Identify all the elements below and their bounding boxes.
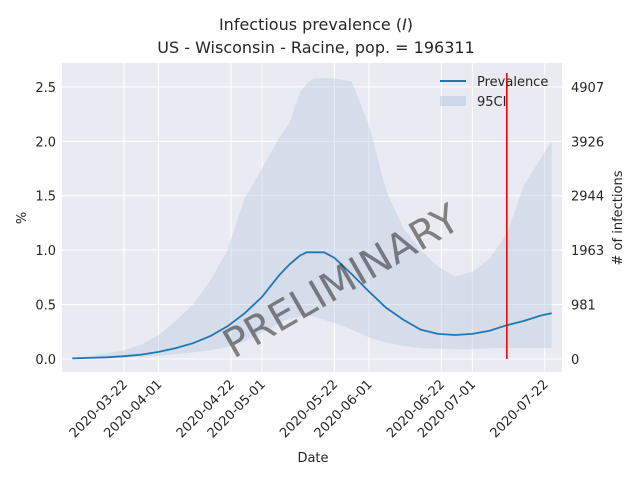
legend-band-swatch bbox=[440, 96, 466, 106]
y-right-tick-label: 1963 bbox=[571, 244, 604, 259]
y-right-tick-label: 2944 bbox=[571, 190, 604, 205]
y-right-tick-label: 0 bbox=[571, 353, 579, 368]
y-right-axis-label: # of infections bbox=[611, 170, 626, 265]
series-lines bbox=[72, 251, 552, 360]
y-tick-label: 1.0 bbox=[35, 244, 56, 259]
y-tick-label: 2.0 bbox=[35, 135, 56, 150]
legend-label-prevalence: Prevalence bbox=[477, 75, 548, 90]
y-right-tick-label: 3926 bbox=[571, 135, 604, 150]
chart-title-line1: Infectious prevalence (I) bbox=[219, 15, 413, 34]
y-tick-label: 1.5 bbox=[35, 190, 56, 205]
y-tick-label: 0.5 bbox=[35, 299, 56, 314]
y-right-tick-label: 981 bbox=[571, 299, 596, 314]
grid-lines bbox=[62, 63, 562, 372]
y-axis-label: % bbox=[15, 212, 30, 224]
y-right-axis-ticks: 0 981 1963 2944 3926 4907 bbox=[571, 81, 604, 368]
series-line-prevalence bbox=[72, 251, 552, 360]
y-right-tick-label: 4907 bbox=[571, 81, 604, 96]
y-tick-label: 0.0 bbox=[35, 353, 56, 368]
x-axis-label: Date bbox=[297, 451, 328, 466]
chart-title-line2: US - Wisconsin - Racine, pop. = 196311 bbox=[157, 38, 474, 57]
x-tick-label: 2020-07-22 bbox=[488, 377, 552, 441]
plot-area bbox=[62, 63, 562, 372]
ci-band-area bbox=[72, 78, 552, 359]
y-tick-label: 2.5 bbox=[35, 81, 56, 96]
ci-band bbox=[72, 78, 552, 359]
legend-label-ci: 95CI bbox=[477, 95, 506, 110]
legend: Prevalence 95CI bbox=[440, 75, 548, 110]
y-axis-ticks: 0.0 0.5 1.0 1.5 2.0 2.5 bbox=[35, 81, 56, 368]
